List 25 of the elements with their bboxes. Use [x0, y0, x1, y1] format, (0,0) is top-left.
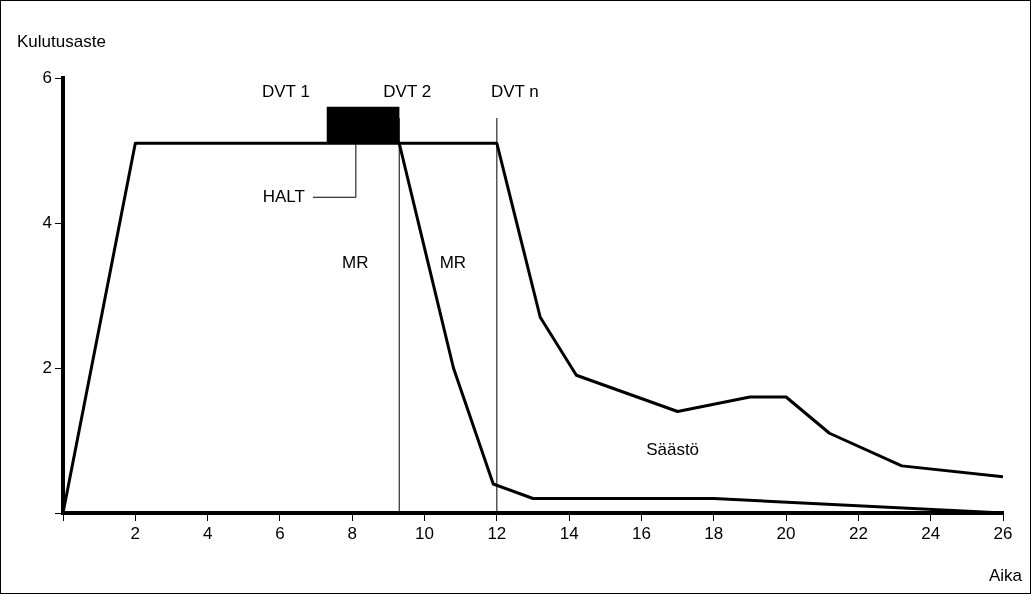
annotation: MR: [439, 252, 467, 272]
y-axis-title: Kulutusaste: [17, 32, 106, 51]
x-tick-label: 10: [415, 523, 434, 543]
x-tick-label: 26: [993, 523, 1013, 543]
x-tick-label: 4: [202, 523, 213, 543]
x-tick-label: 22: [848, 523, 868, 543]
x-axis-title: Aika: [988, 566, 1023, 585]
x-tick-label: 6: [275, 523, 285, 543]
x-tick-label: 20: [776, 523, 796, 543]
x-tick-label: 18: [704, 523, 724, 543]
annotation: DVT 1: [261, 81, 310, 101]
annotation: DVT 2: [383, 81, 432, 101]
x-tick-label: 16: [632, 523, 651, 543]
x-tick-label: 12: [487, 523, 507, 543]
x-tick-label: 2: [130, 523, 141, 543]
y-tick-label: 4: [42, 212, 52, 232]
annotation: DVT n: [490, 81, 539, 101]
x-tick-label: 24: [921, 523, 941, 543]
annotation: Säästö: [646, 440, 700, 460]
y-tick-label: 2: [42, 357, 52, 377]
x-tick-label: 8: [347, 523, 357, 543]
y-tick-label: 6: [42, 67, 52, 87]
x-tick-label: 14: [559, 523, 579, 543]
annotation: HALT: [262, 186, 305, 206]
annotation: MR: [342, 252, 369, 272]
